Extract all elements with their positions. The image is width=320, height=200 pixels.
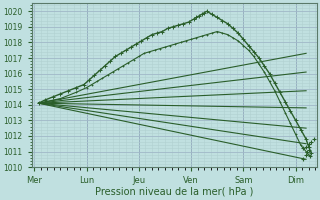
X-axis label: Pression niveau de la mer( hPa ): Pression niveau de la mer( hPa ): [95, 187, 253, 197]
